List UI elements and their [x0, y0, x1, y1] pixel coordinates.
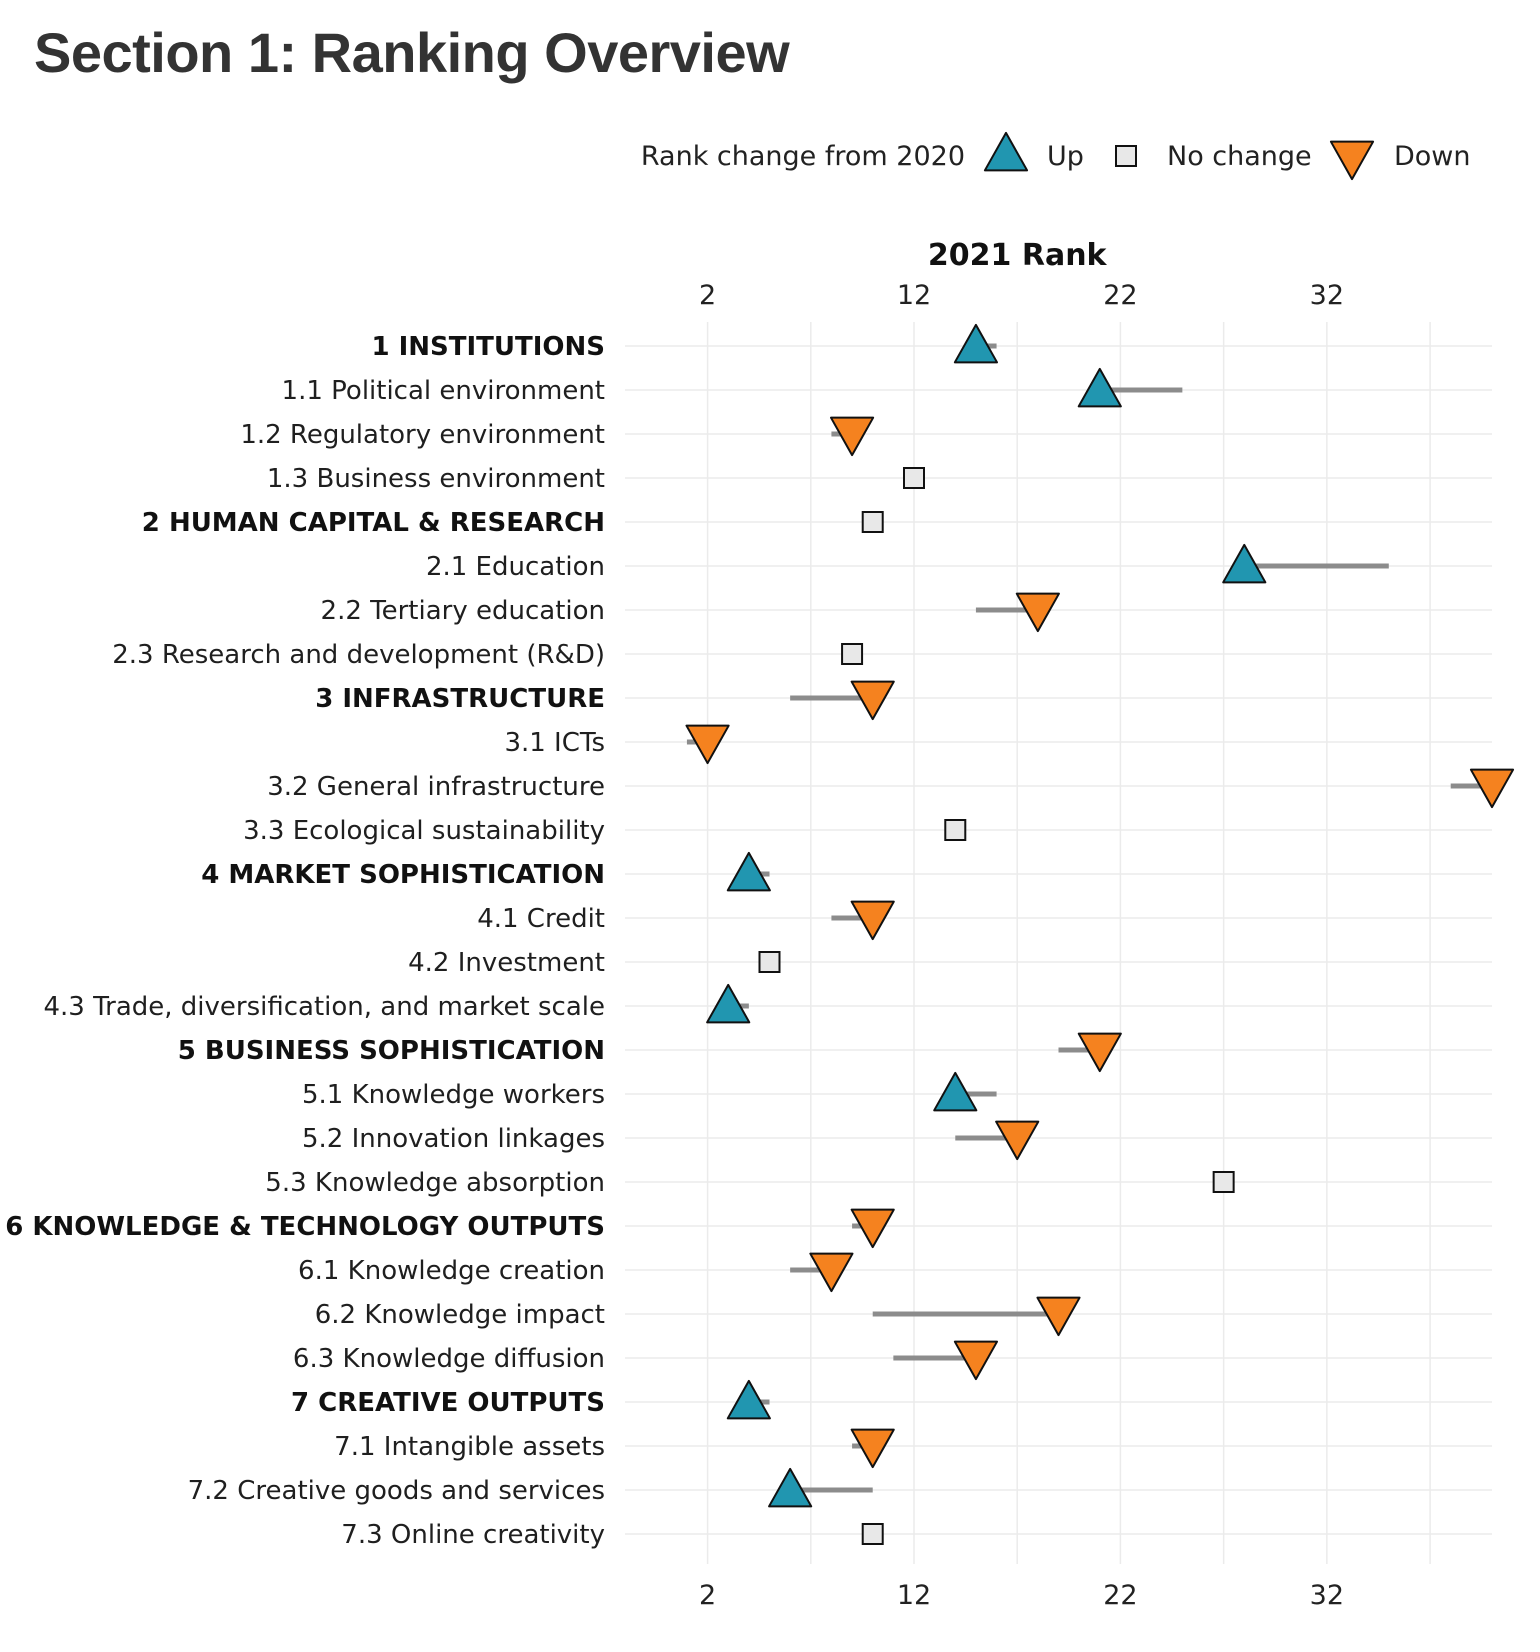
- rank-marker-down: [1469, 768, 1515, 809]
- legend-title: Rank change from 2020: [641, 141, 965, 172]
- x-tick-label: 12: [897, 280, 931, 311]
- row-label: 3 INFRASTRUCTURE: [315, 684, 605, 714]
- rank-marker-up: [1222, 543, 1267, 584]
- rank-marker-no-change: [944, 819, 967, 841]
- legend-down-icon: [1329, 140, 1375, 181]
- row-label: 7 CREATIVE OUTPUTS: [291, 1388, 605, 1418]
- row-label: 7.3 Online creativity: [341, 1520, 605, 1550]
- row-label: 6.2 Knowledge impact: [315, 1300, 605, 1330]
- x-tick-label: 2: [699, 280, 716, 311]
- row-labels: 1 INSTITUTIONS 1.1 Political environment 1…: [5, 332, 605, 1550]
- row-label: 2.1 Education: [426, 552, 605, 582]
- rank-marker-down: [1015, 592, 1060, 633]
- row-label: 7.1 Intangible assets: [334, 1432, 605, 1462]
- page-title: Section 1: Ranking Overview: [34, 21, 790, 84]
- rank-marker-no-change: [861, 511, 884, 533]
- rank-marker-down: [829, 416, 875, 457]
- row-label: 2 HUMAN CAPITAL & RESEARCH: [142, 508, 605, 538]
- rank-marker-up: [726, 1379, 771, 1420]
- x-axis-ticks-top: 2 12 22 32: [699, 280, 1344, 311]
- row-label: 6 KNOWLEDGE & TECHNOLOGY OUTPUTS: [5, 1212, 605, 1242]
- x-tick-label: 22: [1103, 1580, 1137, 1611]
- rank-marker-down: [850, 1428, 895, 1469]
- row-label: 2.3 Research and development (R&D): [112, 640, 605, 670]
- row-label: 1.2 Regulatory environment: [240, 420, 605, 450]
- x-tick-label: 32: [1310, 1580, 1344, 1611]
- rank-marker-down: [685, 724, 730, 765]
- row-label: 3.1 ICTs: [504, 728, 605, 758]
- rank-marker-no-change: [841, 643, 864, 665]
- row-label: 7.2 Creative goods and services: [188, 1476, 605, 1506]
- rank-marker-up: [706, 983, 751, 1024]
- legend-item-label: Up: [1047, 141, 1084, 172]
- rank-marker-no-change: [758, 951, 781, 973]
- row-label: 5 BUSINESS SOPHISTICATION: [178, 1036, 605, 1066]
- legend-items: Up No change Down: [983, 131, 1471, 181]
- rank-marker-no-change: [903, 467, 925, 489]
- row-label: 3.3 Ecological sustainability: [243, 816, 605, 846]
- row-label: 5.3 Knowledge absorption: [265, 1168, 605, 1198]
- rank-marker-no-change: [861, 1523, 884, 1545]
- row-label: 1.1 Political environment: [282, 376, 605, 406]
- row-label: 6.1 Knowledge creation: [298, 1256, 605, 1286]
- legend-no-change-icon: [1115, 145, 1137, 167]
- rank-markers: [685, 323, 1515, 1545]
- x-tick-label: 2: [699, 1580, 716, 1611]
- legend-item-label: No change: [1167, 141, 1312, 172]
- row-label: 4.3 Trade, diversification, and market s…: [43, 992, 605, 1022]
- row-label: 1 INSTITUTIONS: [371, 332, 605, 362]
- row-label: 2.2 Tertiary education: [321, 596, 605, 626]
- x-axis-title: 2021 Rank: [928, 238, 1108, 273]
- x-tick-label: 12: [897, 1580, 931, 1611]
- rank-marker-down: [953, 1340, 999, 1381]
- rank-marker-down: [995, 1120, 1040, 1161]
- row-label: 4.1 Credit: [477, 904, 605, 934]
- rank-marker-down: [1036, 1296, 1081, 1337]
- rank-marker-down: [1077, 1032, 1122, 1073]
- rank-marker-down: [850, 900, 895, 941]
- x-tick-label: 22: [1103, 280, 1137, 311]
- row-label: 6.3 Knowledge diffusion: [293, 1344, 605, 1374]
- rank-marker-up: [768, 1467, 813, 1508]
- x-axis-ticks-bottom: 2 12 22 32: [699, 1580, 1344, 1611]
- legend-up-icon: [983, 131, 1029, 172]
- x-tick-label: 32: [1310, 280, 1344, 311]
- rank-marker-no-change: [1212, 1171, 1235, 1193]
- rank-marker-up: [953, 323, 999, 364]
- row-label: 3.2 General infrastructure: [267, 772, 605, 802]
- rank-marker-up: [933, 1071, 978, 1112]
- row-label: 4.2 Investment: [408, 948, 605, 978]
- rank-marker-up: [726, 851, 771, 892]
- legend: Rank change from 2020 Up No change Down: [641, 131, 1471, 181]
- row-label: 1.3 Business environment: [267, 464, 605, 494]
- rank-marker-down: [850, 680, 895, 721]
- row-label: 4 MARKET SOPHISTICATION: [201, 860, 605, 890]
- row-label: 5.2 Innovation linkages: [302, 1124, 605, 1154]
- rank-marker-up: [1077, 367, 1122, 408]
- grid: [625, 322, 1492, 1564]
- legend-item-label: Down: [1394, 141, 1471, 172]
- row-label: 5.1 Knowledge workers: [302, 1080, 605, 1110]
- rank-marker-down: [850, 1208, 895, 1249]
- rank-marker-down: [809, 1252, 854, 1293]
